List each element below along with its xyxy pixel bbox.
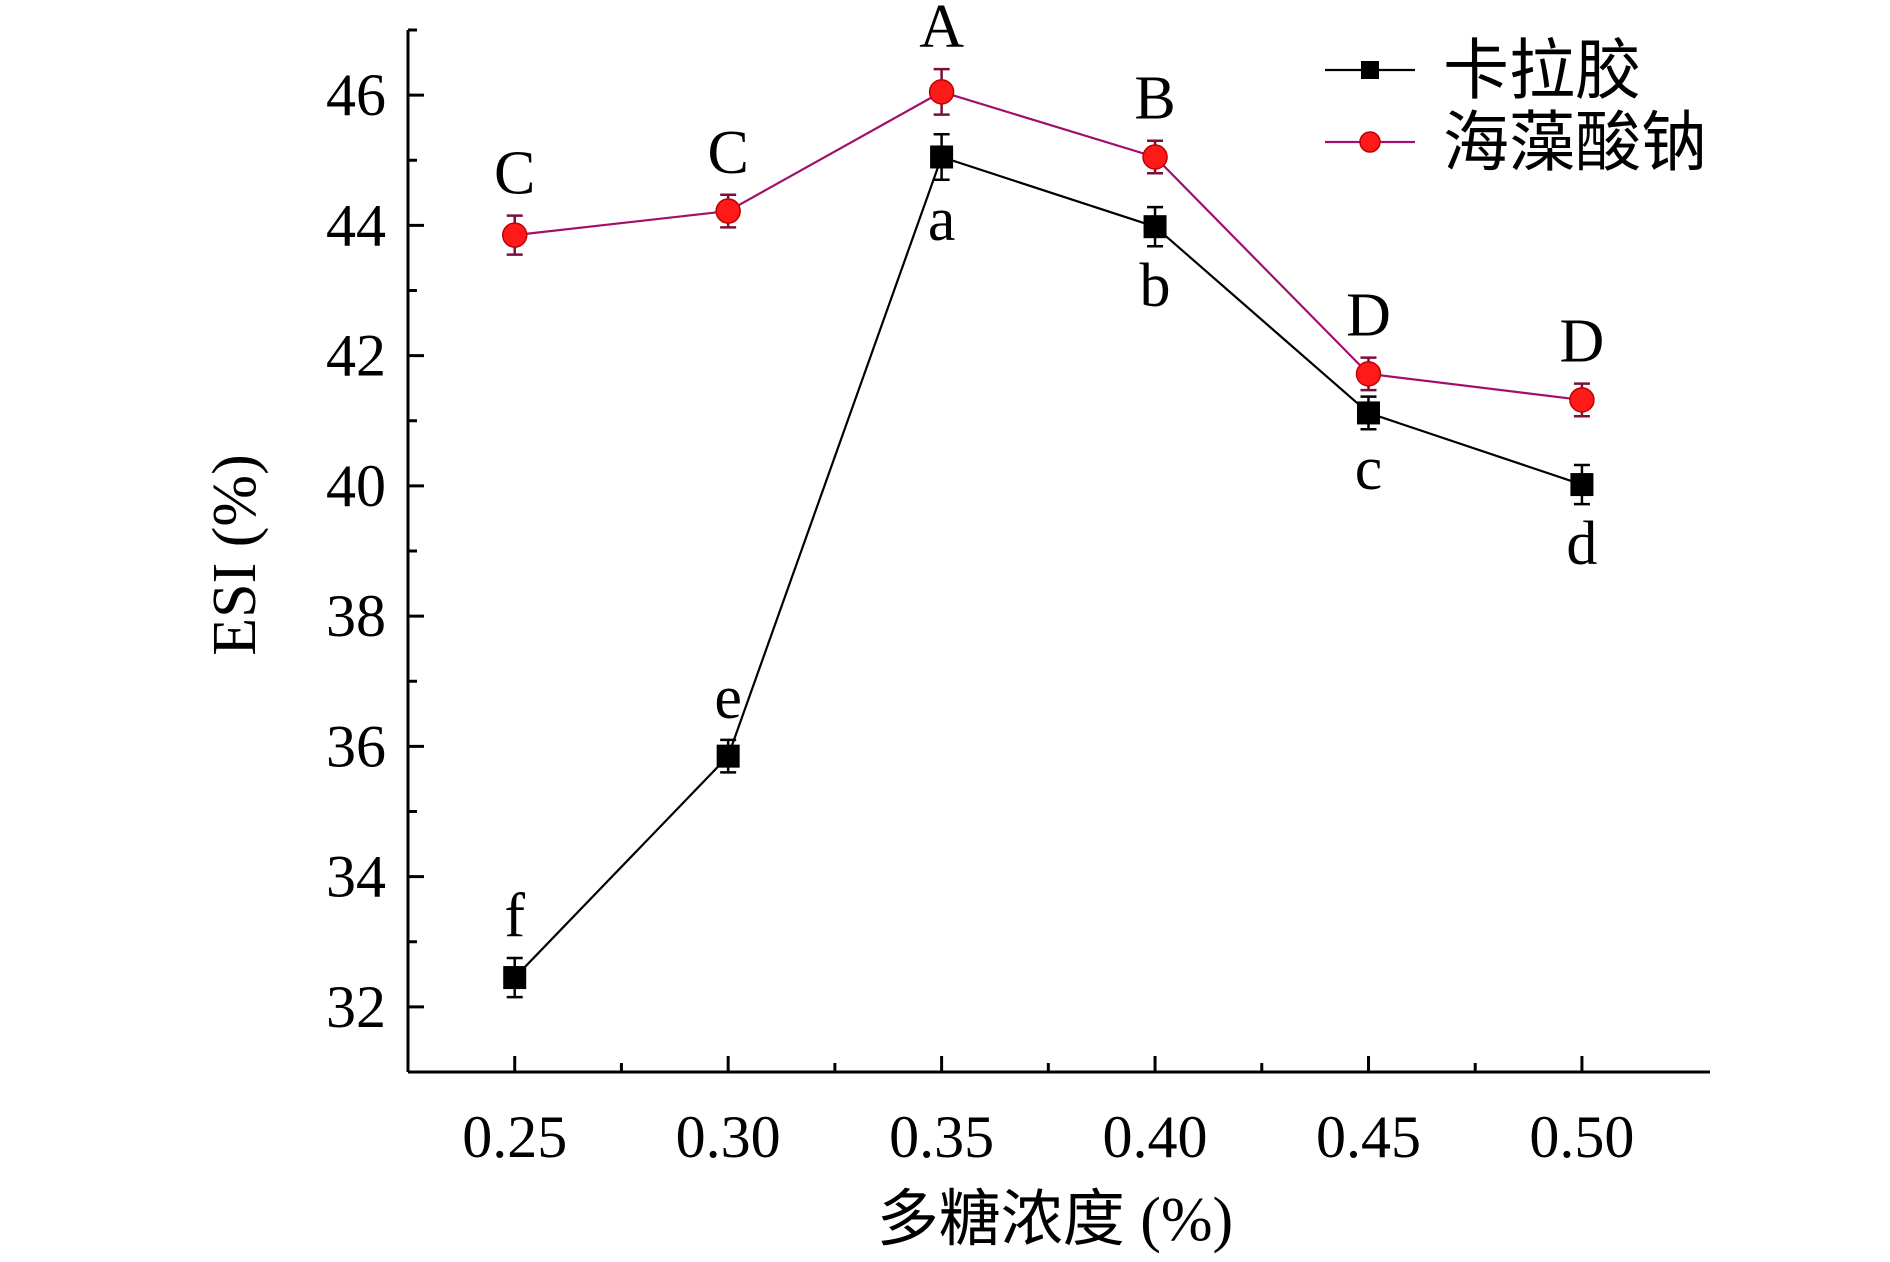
y-tick-label: 36 (326, 713, 386, 779)
significance-label: D (1560, 308, 1605, 376)
y-tick-label: 46 (326, 62, 386, 128)
y-tick-label: 34 (326, 844, 386, 910)
x-tick-label: 0.50 (1529, 1104, 1634, 1170)
data-point (715, 198, 741, 224)
data-point (928, 79, 955, 105)
data-point (1142, 144, 1168, 170)
x-tick-label: 0.30 (676, 1104, 781, 1170)
x-tick-label: 0.40 (1103, 1104, 1208, 1170)
significance-label: B (1134, 65, 1175, 133)
data-point (1570, 473, 1594, 497)
axes: 32 34 36 38 40 42 44 46 0.25 0.30 0.35 0.40 0.45 0.50 (326, 28, 1710, 1170)
significance-label: d (1566, 510, 1597, 578)
series-layer (501, 67, 1595, 999)
x-axis-title: 多糖浓度 (%) (877, 1186, 1233, 1254)
data-point (503, 966, 527, 990)
significance-label: f (504, 882, 525, 950)
data-point (501, 222, 528, 248)
series-line (514, 90, 1583, 402)
significance-label: e (714, 664, 742, 732)
data-point (716, 744, 740, 768)
data-point (1356, 401, 1380, 425)
legend-label: 海藻酸钠 (1443, 107, 1707, 180)
significance-label: D (1346, 282, 1391, 350)
y-axis-title: ESI (%) (201, 454, 269, 655)
x-tick-label: 0.45 (1316, 1104, 1421, 1170)
y-tick-label: 32 (326, 974, 386, 1040)
x-tick-label: 0.25 (462, 1104, 567, 1170)
y-tick-label: 40 (326, 453, 386, 519)
data-point (930, 145, 954, 169)
data-point (1143, 215, 1167, 239)
legend-label: 卡拉胶 (1443, 35, 1641, 108)
y-tick-label: 42 (326, 323, 386, 389)
series-2 (501, 67, 1595, 418)
legend-marker (1361, 61, 1379, 79)
significance-label: a (928, 186, 956, 254)
series-line (513, 155, 1583, 979)
significance-label: c (1355, 435, 1383, 503)
significance-label: C (707, 119, 748, 187)
data-point (1355, 361, 1382, 387)
legend-marker (1359, 131, 1381, 153)
labels-layer: f e a b c d C C A B D D (494, 0, 1604, 950)
significance-label: C (494, 140, 535, 208)
data-point (1569, 387, 1595, 413)
significance-label: b (1140, 252, 1171, 320)
series-1 (503, 132, 1594, 999)
y-tick-label: 44 (326, 192, 386, 258)
significance-label: A (919, 0, 964, 61)
x-tick-label: 0.35 (889, 1104, 994, 1170)
y-tick-label: 38 (326, 583, 386, 649)
